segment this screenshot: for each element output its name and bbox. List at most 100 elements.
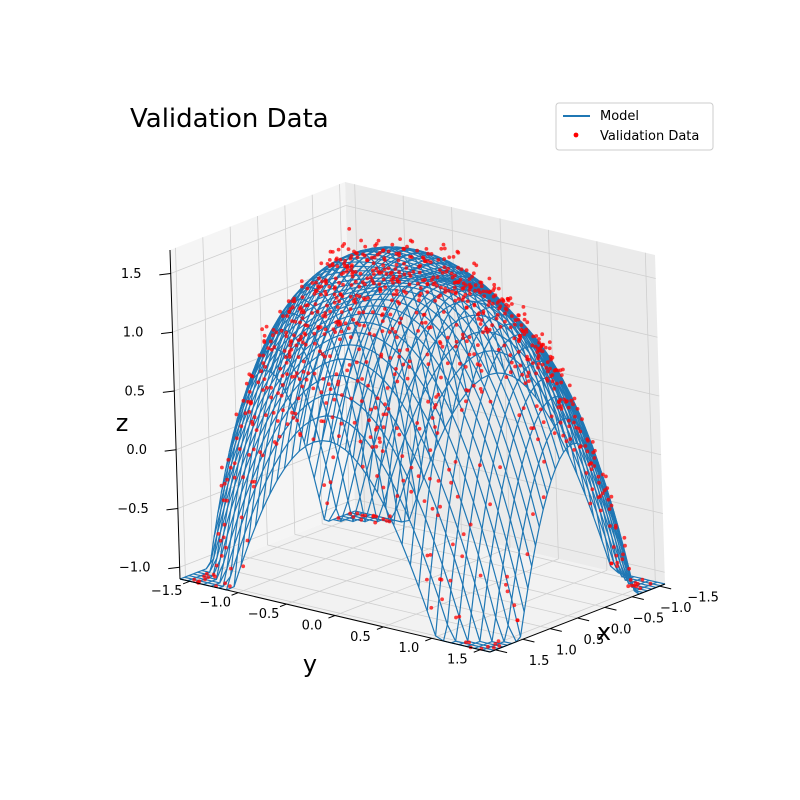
validation-point-253 [510, 302, 514, 306]
validation-point-644 [306, 371, 311, 376]
validation-point-728 [457, 614, 462, 619]
validation-point-888 [407, 365, 412, 369]
validation-point-838 [348, 256, 353, 261]
validation-point-165 [355, 255, 360, 260]
validation-point-210 [521, 406, 526, 410]
validation-point-760 [640, 577, 645, 582]
validation-point-13 [407, 359, 412, 364]
validation-point-494 [494, 316, 499, 321]
validation-point-866 [380, 312, 385, 316]
validation-point-621 [285, 372, 289, 376]
validation-point-56 [321, 377, 326, 381]
validation-point-396 [374, 266, 379, 271]
validation-point-452 [313, 288, 318, 293]
validation-point-362 [409, 465, 414, 470]
validation-point-263 [525, 552, 530, 557]
legend: Model Validation Data [555, 102, 714, 151]
validation-point-498 [414, 310, 419, 315]
validation-point-696 [549, 357, 553, 362]
validation-point-475 [439, 285, 443, 290]
y-tick-label-3: 0.0 [302, 618, 323, 633]
validation-point-527 [421, 256, 426, 261]
x-tick-3 [577, 617, 590, 622]
validation-point-88 [320, 279, 324, 284]
validation-point-179 [472, 352, 476, 356]
validation-point-881 [491, 288, 496, 293]
validation-point-512 [312, 292, 317, 296]
validation-point-112 [347, 227, 352, 231]
validation-point-877 [396, 258, 401, 263]
validation-point-300 [339, 329, 344, 334]
legend-validation-label: Validation Data [600, 129, 699, 144]
validation-point-342 [596, 474, 601, 479]
validation-point-101 [467, 277, 472, 282]
validation-point-529 [291, 305, 295, 310]
validation-point-460 [409, 255, 414, 259]
validation-point-314 [488, 502, 492, 507]
validation-point-524 [447, 467, 451, 472]
validation-point-746 [292, 333, 296, 338]
wire-line-x-29 [224, 293, 537, 546]
validation-point-445 [340, 244, 345, 249]
validation-point-833 [388, 514, 392, 519]
validation-points [192, 227, 653, 651]
validation-point-651 [305, 286, 310, 291]
validation-point-617 [504, 308, 509, 312]
validation-point-706 [468, 522, 473, 527]
y-tick-4 [376, 626, 384, 630]
validation-point-382 [589, 467, 594, 472]
validation-point-160 [278, 309, 282, 314]
validation-point-92 [425, 290, 430, 294]
validation-point-233 [576, 426, 581, 431]
validation-point-15 [508, 353, 513, 357]
validation-point-600 [452, 273, 457, 278]
validation-point-702 [334, 372, 339, 377]
validation-point-183 [559, 380, 564, 385]
wire-line-y-38 [474, 396, 650, 649]
validation-point-815 [580, 417, 584, 422]
validation-point-795 [506, 298, 511, 303]
validation-point-12 [487, 276, 492, 281]
validation-point-373 [521, 305, 526, 309]
validation-point-896 [497, 306, 501, 311]
validation-point-834 [547, 346, 552, 351]
validation-point-54 [328, 387, 333, 391]
validation-point-294 [540, 332, 545, 337]
validation-point-538 [322, 483, 327, 487]
validation-point-733 [401, 246, 406, 251]
validation-point-491 [395, 494, 400, 498]
validation-point-245 [504, 582, 508, 587]
validation-point-814 [318, 349, 322, 354]
validation-point-150 [260, 327, 264, 332]
validation-point-562 [529, 426, 534, 430]
validation-point-360 [435, 275, 440, 279]
validation-point-419 [585, 437, 590, 441]
validation-point-206 [362, 296, 366, 301]
validation-point-873 [343, 264, 347, 268]
validation-point-525 [393, 330, 398, 334]
wire-line-y-39 [482, 417, 658, 651]
y-tick-0 [182, 580, 190, 585]
validation-point-606 [241, 398, 246, 403]
validation-point-614 [292, 296, 296, 301]
validation-point-842 [496, 286, 501, 291]
legend-validation-swatch [573, 132, 579, 138]
validation-point-509 [401, 478, 406, 483]
validation-point-45 [417, 298, 421, 302]
validation-point-50 [265, 385, 269, 390]
x-tick-1 [632, 596, 644, 600]
validation-point-674 [425, 577, 429, 582]
validation-point-370 [543, 345, 548, 350]
validation-point-354 [475, 362, 480, 367]
validation-point-330 [219, 554, 224, 558]
validation-point-721 [347, 363, 352, 367]
validation-point-429 [300, 316, 305, 320]
validation-point-479 [394, 263, 399, 267]
validation-point-391 [262, 340, 267, 344]
validation-point-365 [397, 321, 402, 325]
validation-point-676 [445, 361, 450, 366]
validation-point-133 [540, 362, 545, 367]
grid-left-x-5 [202, 237, 214, 567]
validation-point-549 [566, 405, 571, 410]
validation-point-415 [316, 326, 321, 331]
